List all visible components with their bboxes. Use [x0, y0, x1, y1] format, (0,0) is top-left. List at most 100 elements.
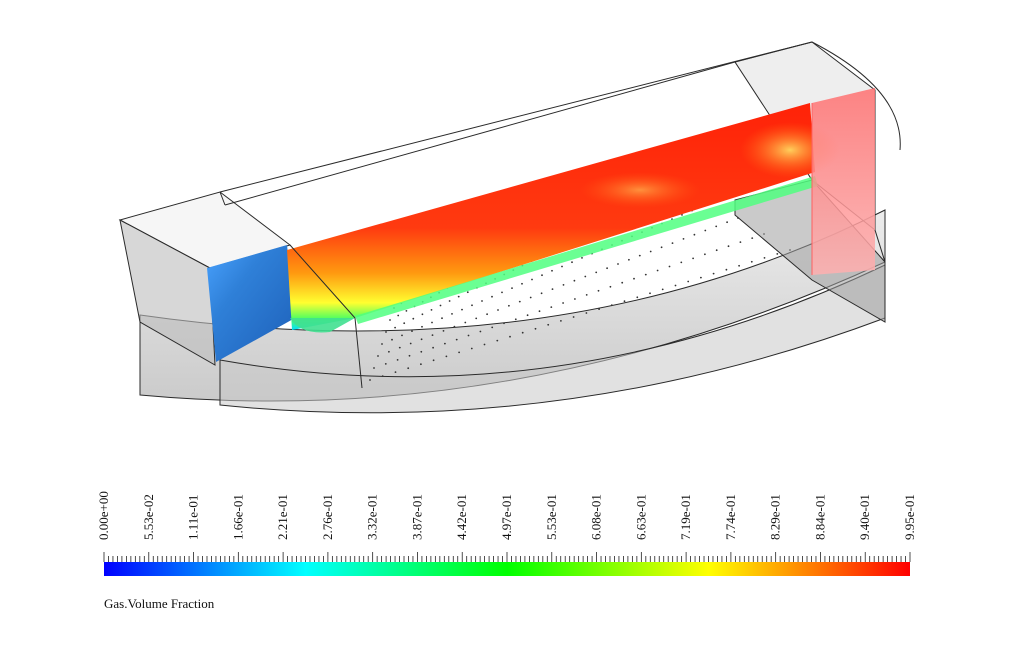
- tray-hole: [420, 363, 422, 366]
- outlet-contour-section: [812, 88, 875, 275]
- tray-hole: [727, 245, 730, 248]
- legend-tick-label: 1.66e-01: [230, 494, 245, 540]
- legend-tick-label: 3.32e-01: [365, 494, 380, 540]
- tray-hole: [396, 359, 399, 361]
- tray-hole: [674, 284, 677, 287]
- tray-hole: [668, 265, 671, 268]
- tray-hole: [644, 273, 647, 276]
- tray-hole: [606, 267, 608, 270]
- tray-hole: [584, 275, 587, 278]
- tray-hole: [739, 241, 742, 244]
- legend-tick-label: 9.95e-01: [902, 494, 917, 540]
- tray-hole: [776, 253, 779, 255]
- tray-hole: [574, 298, 576, 300]
- tray-hole: [445, 355, 448, 358]
- liquid-film-band: [355, 176, 818, 324]
- legend-tick-label: 2.21e-01: [275, 494, 290, 540]
- tray-hole: [381, 375, 384, 377]
- tray-hole: [715, 225, 718, 228]
- legend-tick-label: 4.97e-01: [499, 494, 514, 540]
- tray-hole: [671, 242, 674, 245]
- legend-tick-label: 3.87e-01: [409, 494, 424, 540]
- tray-hole: [585, 294, 588, 296]
- tray-hole: [680, 261, 683, 264]
- tray-hole: [511, 287, 513, 289]
- tray-hole: [598, 308, 600, 310]
- tray-hole: [405, 310, 408, 312]
- tray-hole: [621, 281, 624, 284]
- tray-hole: [394, 326, 396, 329]
- tray-hole: [693, 233, 696, 236]
- tray-hole: [628, 258, 630, 261]
- tray-hole: [571, 261, 573, 264]
- colorbar: [104, 562, 910, 576]
- tray-hole: [431, 321, 433, 324]
- inlet-contour-section: [207, 245, 295, 362]
- tray-hole: [411, 330, 413, 332]
- tray-hole: [551, 288, 554, 290]
- tray-hole: [448, 300, 451, 302]
- tray-hole: [377, 355, 379, 357]
- legend-tick-label: 1.11e-01: [186, 495, 201, 540]
- tray-hole: [461, 308, 463, 311]
- tray-hole: [455, 338, 458, 341]
- tray-hole: [496, 339, 499, 342]
- tray-hole: [389, 319, 391, 321]
- tray-hole: [518, 300, 521, 303]
- tray-hole: [585, 312, 588, 314]
- tray-hole: [751, 237, 754, 240]
- tray-hole: [401, 334, 403, 337]
- tray-hole: [682, 238, 685, 240]
- tray-hole: [432, 359, 435, 362]
- tray-hole: [451, 313, 453, 315]
- legend-title: Gas.Volume Fraction: [104, 596, 215, 611]
- tray-hole: [381, 343, 383, 345]
- legend-tick-label: 5.53e-01: [544, 494, 559, 540]
- tray-hole: [442, 330, 445, 332]
- tray-hole: [420, 338, 423, 341]
- tray-hole: [466, 291, 469, 294]
- cfd-scene: [118, 41, 901, 414]
- tray-hole: [514, 318, 517, 321]
- tray-hole: [633, 277, 635, 280]
- tray-hole: [467, 334, 470, 337]
- tray-hole: [491, 295, 493, 298]
- tray-hole: [464, 321, 467, 324]
- tray-hole: [595, 271, 598, 274]
- tray-hole: [562, 302, 564, 304]
- legend-tick-label: 6.08e-01: [589, 494, 604, 540]
- tray-hole: [660, 246, 663, 249]
- tray-hole: [712, 272, 715, 275]
- legend-tick-label: 8.84e-01: [812, 494, 827, 540]
- tray-hole: [561, 265, 563, 268]
- tray-hole: [483, 343, 486, 346]
- tray-hole: [562, 284, 565, 286]
- tray-hole: [725, 268, 728, 271]
- tray-hole: [597, 289, 600, 292]
- tray-hole: [610, 304, 613, 307]
- color-legend: 0.00e+00 5.53e-02 1.11e-01 1.66e-01 2.21e-01…: [96, 491, 917, 576]
- tray-hole: [509, 335, 511, 338]
- tray-hole: [750, 260, 753, 263]
- legend-tick-label: 7.74e-01: [723, 494, 738, 540]
- tray-hole: [444, 342, 446, 345]
- tray-hole: [398, 346, 401, 349]
- tray-hole: [531, 278, 533, 281]
- tray-hole: [715, 249, 718, 252]
- tray-hole: [526, 314, 529, 317]
- tray-hole: [681, 214, 683, 216]
- tray-hole: [704, 253, 706, 256]
- tray-hole: [763, 257, 766, 259]
- tray-hole: [649, 250, 652, 253]
- tray-hole: [412, 317, 415, 320]
- tray-hole: [503, 322, 505, 325]
- tray-hole: [534, 327, 537, 330]
- vessel-top-outline: [219, 41, 901, 193]
- tray-hole: [497, 309, 499, 311]
- legend-tick-label: 5.53e-02: [141, 494, 156, 540]
- tray-hole: [420, 350, 423, 353]
- tray-hole: [397, 314, 400, 317]
- tray-hole: [373, 367, 375, 369]
- tray-hole: [441, 317, 443, 320]
- tray-hole: [638, 254, 641, 257]
